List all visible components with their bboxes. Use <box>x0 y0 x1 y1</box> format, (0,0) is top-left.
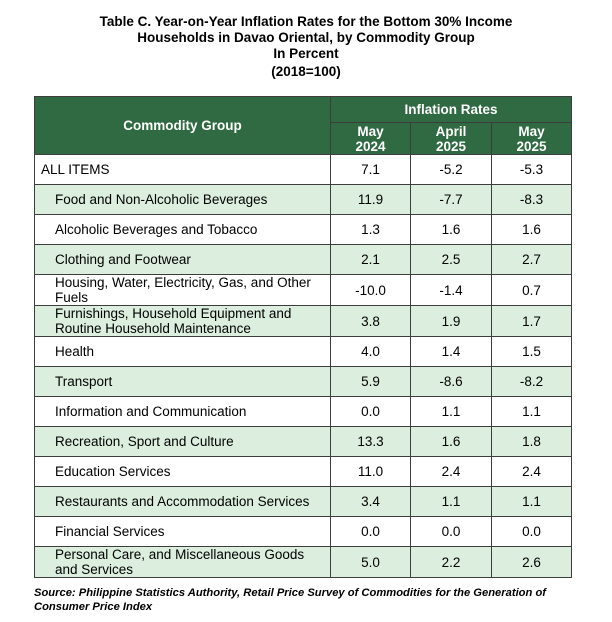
rate-may-2024: 5.0 <box>330 546 411 578</box>
table-row: Restaurants and Accommodation Services 3… <box>34 486 573 517</box>
commodity-label: Clothing and Footwear <box>34 244 331 275</box>
table-row: Transport 5.9 -8.6 -8.2 <box>34 366 573 397</box>
rate-april-2025: 1.4 <box>410 336 492 367</box>
table-row: Clothing and Footwear 2.1 2.5 2.7 <box>34 244 573 275</box>
commodity-label: Restaurants and Accommodation Services <box>34 486 331 517</box>
commodity-label: Financial Services <box>34 516 331 547</box>
rate-may-2024: 5.9 <box>330 366 411 397</box>
table-row: Financial Services 0.0 0.0 0.0 <box>34 516 573 547</box>
commodity-label: Education Services <box>34 456 331 487</box>
rate-april-2025: -7.7 <box>410 184 492 215</box>
rate-april-2025: 2.2 <box>410 546 492 578</box>
source-note: Source: Philippine Statistics Authority,… <box>34 587 547 613</box>
commodity-label: Transport <box>34 366 331 397</box>
table-row: Recreation, Sport and Culture 13.3 1.6 1… <box>34 426 573 457</box>
commodity-label: Housing, Water, Electricity, Gas, and Ot… <box>34 274 331 306</box>
table-row: Housing, Water, Electricity, Gas, and Ot… <box>34 274 573 306</box>
rate-may-2024: 2.1 <box>330 244 411 275</box>
rate-may-2025: 1.6 <box>490 214 573 245</box>
table-row-all-items: ALL ITEMS 7.1 -5.2 -5.3 <box>34 154 573 185</box>
column-year: 2024 <box>355 138 386 154</box>
rate-may-2024: -10.0 <box>330 274 411 306</box>
column-header-april-2025: April 2025 <box>410 122 492 155</box>
table-row: Furnishings, Household Equipment and Rou… <box>34 305 573 337</box>
rate-may-2025: -8.3 <box>490 184 573 215</box>
column-month: April <box>435 123 467 139</box>
title-line-1: Table C. Year-on-Year Inflation Rates fo… <box>99 14 513 29</box>
column-year: 2025 <box>435 138 467 154</box>
rate-may-2025: 0.7 <box>490 274 573 306</box>
table-row: Health 4.0 1.4 1.5 <box>34 336 573 367</box>
rate-may-2025: -5.3 <box>490 154 573 185</box>
table-row: Food and Non-Alcoholic Beverages 11.9 -7… <box>34 184 573 215</box>
rate-april-2025: 1.1 <box>410 396 492 427</box>
rate-may-2025: -8.2 <box>490 366 573 397</box>
column-header-may-2024: May 2024 <box>330 122 411 155</box>
rate-april-2025: 2.4 <box>410 456 492 487</box>
title-line-3: In Percent <box>273 46 339 61</box>
rate-may-2025: 1.8 <box>490 426 573 457</box>
rate-may-2025: 1.7 <box>490 305 573 337</box>
rate-may-2024: 0.0 <box>330 516 411 547</box>
rate-may-2025: 1.1 <box>490 396 573 427</box>
rate-april-2025: 2.5 <box>410 244 492 275</box>
inflation-rates-header: Inflation Rates <box>329 96 573 123</box>
base-year: (2018=100) <box>271 64 341 79</box>
table-row: Education Services 11.0 2.4 2.4 <box>34 456 573 487</box>
rate-april-2025: 1.9 <box>410 305 492 337</box>
rate-may-2024: 7.1 <box>330 154 411 185</box>
inflation-table: Commodity Group Inflation Rates May 2024… <box>34 96 573 578</box>
rate-april-2025: 0.0 <box>410 516 492 547</box>
commodity-label: Food and Non-Alcoholic Beverages <box>34 184 331 215</box>
commodity-label: Recreation, Sport and Culture <box>34 426 331 457</box>
rate-may-2025: 1.1 <box>490 486 573 517</box>
rate-may-2024: 1.3 <box>330 214 411 245</box>
rate-may-2025: 2.4 <box>490 456 573 487</box>
rate-may-2024: 3.4 <box>330 486 411 517</box>
table-row: Personal Care, and Miscellaneous Goods a… <box>34 546 573 578</box>
rate-may-2024: 13.3 <box>330 426 411 457</box>
rate-april-2025: -8.6 <box>410 366 492 397</box>
rate-april-2025: 1.6 <box>410 214 492 245</box>
table-title: Table C. Year-on-Year Inflation Rates fo… <box>0 14 612 80</box>
column-header-may-2025: May 2025 <box>490 122 573 155</box>
commodity-group-header: Commodity Group <box>34 96 331 155</box>
rate-may-2024: 4.0 <box>330 336 411 367</box>
rate-may-2025: 2.6 <box>490 546 573 578</box>
rate-may-2024: 3.8 <box>330 305 411 337</box>
title-line-2: Households in Davao Oriental, by Commodi… <box>137 30 475 45</box>
commodity-label: ALL ITEMS <box>34 154 331 185</box>
table-row: Information and Communication 0.0 1.1 1.… <box>34 396 573 427</box>
rate-april-2025: 1.1 <box>410 486 492 517</box>
column-month: May <box>518 123 545 139</box>
rate-may-2025: 1.5 <box>490 336 573 367</box>
commodity-label: Furnishings, Household Equipment and Rou… <box>34 305 331 337</box>
rate-may-2025: 0.0 <box>490 516 573 547</box>
rate-may-2024: 11.0 <box>330 456 411 487</box>
rate-may-2024: 11.9 <box>330 184 411 215</box>
rate-april-2025: 1.6 <box>410 426 492 457</box>
rate-may-2025: 2.7 <box>490 244 573 275</box>
rate-april-2025: -5.2 <box>410 154 492 185</box>
commodity-label: Alcoholic Beverages and Tobacco <box>34 214 331 245</box>
column-month: May <box>357 123 384 139</box>
commodity-label: Personal Care, and Miscellaneous Goods a… <box>34 546 331 578</box>
commodity-label: Information and Communication <box>34 396 331 427</box>
rate-may-2024: 0.0 <box>330 396 411 427</box>
table-row: Alcoholic Beverages and Tobacco 1.3 1.6 … <box>34 214 573 245</box>
commodity-label: Health <box>34 336 331 367</box>
rate-april-2025: -1.4 <box>410 274 492 306</box>
column-year: 2025 <box>516 138 547 154</box>
